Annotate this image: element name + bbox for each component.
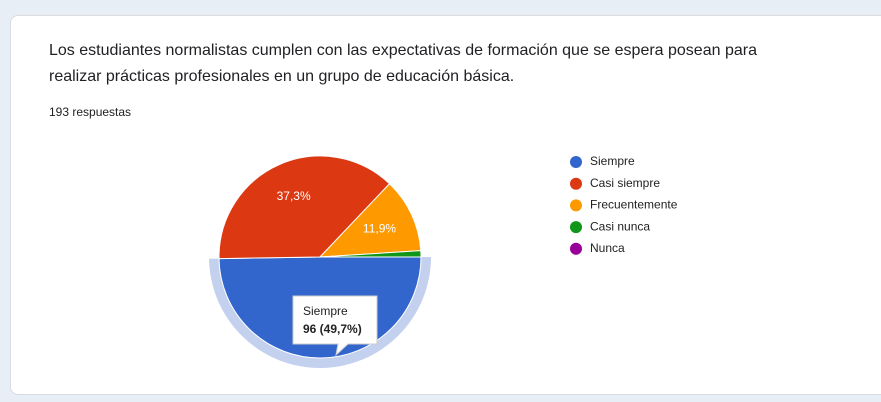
legend-label: Casi nunca [590,219,650,233]
pie-slice [318,183,422,258]
pie-slice [218,155,391,260]
legend-label: Siempre [590,154,635,168]
tooltip-box [292,295,378,357]
legend-label: Nunca [590,241,625,255]
tooltip-category: Siempre [303,304,348,318]
question-title: Los estudiantes normalistas cumplen con … [49,42,757,85]
response-count: 193 respuestas [49,105,132,119]
slice-label: 11,9% [363,221,396,235]
legend-swatch [570,199,582,212]
slice-label: 37,3% [277,189,311,203]
tooltip: Siempre 96 (49,7%) [292,295,378,357]
legend-swatch [570,156,582,168]
question-card: Los estudiantes normalistas cumplen con … [10,15,881,395]
legend-swatch [570,177,582,190]
legend-swatch [570,221,582,234]
legend-label: Casi siempre [590,176,660,190]
pie-slice [319,250,422,258]
legend-label: Frecuentemente [590,198,678,212]
legend-swatch [570,242,582,255]
tooltip-value: 96 (49,7%) [303,322,362,336]
